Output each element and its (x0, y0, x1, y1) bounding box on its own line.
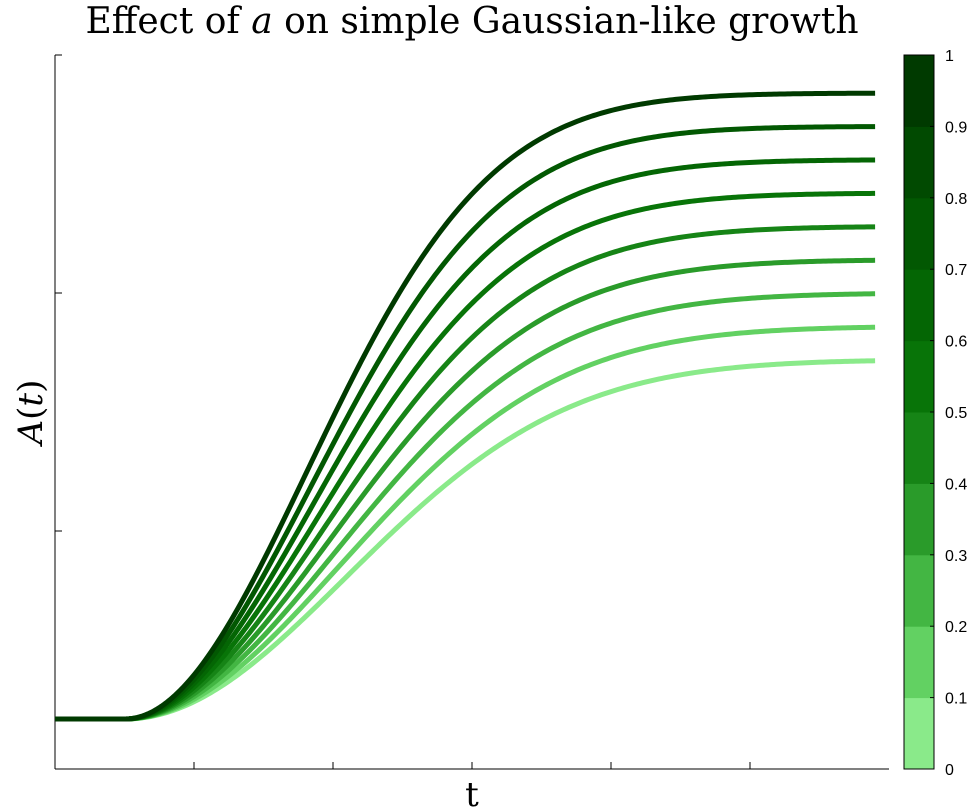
colorbar-segment-1 (904, 626, 934, 699)
colorbar-tick-label-4: 0.4 (945, 476, 967, 493)
series-line-2 (55, 324, 876, 722)
colorbar-segment-5 (904, 340, 934, 413)
series-line-3 (55, 291, 876, 722)
colorbar-tick-label-6: 0.6 (945, 334, 967, 351)
colorbar-tick-label-3: 0.3 (945, 548, 967, 565)
colorbar-segment-3 (904, 483, 934, 556)
y-axis-label: A(t) (11, 380, 51, 448)
chart-title: Effect of a on simple Gaussian-like grow… (86, 1, 859, 42)
series-lines (55, 90, 876, 722)
colorbar-segment-4 (904, 412, 934, 484)
series-line-7 (55, 157, 876, 722)
colorbar-tick-label-8: 0.8 (945, 191, 967, 208)
colorbar-tick-label-9: 0.9 (945, 119, 967, 136)
colorbar-tick-label-1: 0.1 (945, 691, 967, 708)
series-line-6 (55, 190, 876, 722)
colorbar-segment-2 (904, 554, 934, 627)
colorbar-segment-6 (904, 269, 934, 342)
colorbar-tick-label-5: 0.5 (945, 405, 967, 422)
colorbar-segment-0 (904, 697, 934, 770)
colorbar-tick-label-0: 0 (945, 762, 954, 779)
colorbar-tick-label-10: 1 (945, 48, 954, 65)
tick-marks (55, 54, 751, 769)
colorbar-segment-7 (904, 197, 934, 270)
colorbar: 0 0.1 0.2 0.3 0.4 0.5 0.6 0.7 0.8 0.9 1 (903, 48, 967, 779)
colorbar-tick-label-7: 0.7 (945, 262, 967, 279)
series-line-4 (55, 257, 876, 722)
series-line-8 (55, 124, 876, 722)
colorbar-frame (903, 54, 935, 770)
colorbar-segment-9 (904, 55, 934, 127)
series-line-9 (55, 90, 876, 722)
series-line-1 (55, 358, 876, 722)
colorbar-segment-8 (904, 126, 934, 199)
x-axis-label: t (465, 775, 479, 811)
colorbar-tick-label-2: 0.2 (945, 619, 967, 636)
